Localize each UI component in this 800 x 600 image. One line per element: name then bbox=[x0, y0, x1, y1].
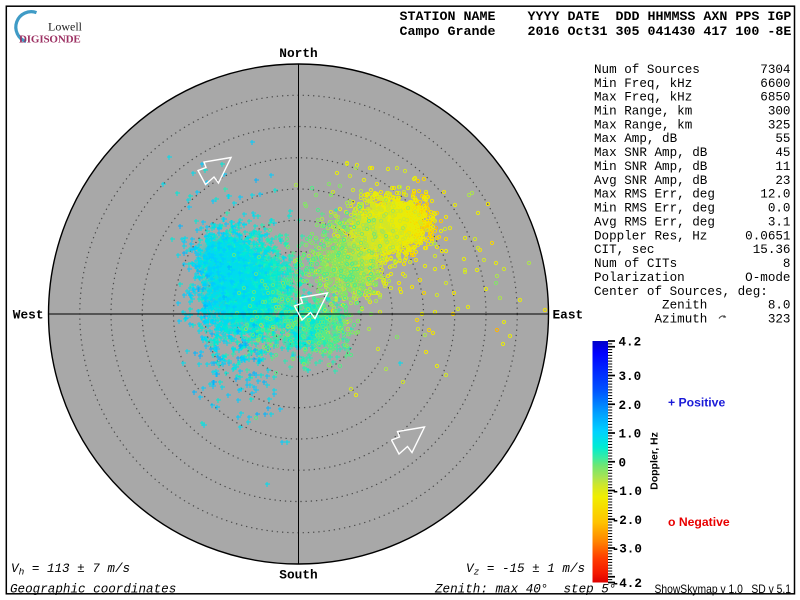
svg-text:Geographic coordinates: Geographic coordinates bbox=[10, 583, 176, 597]
svg-text:Max Range, km 325: Max Range, km 325 bbox=[594, 118, 791, 132]
svg-text:-3.0: -3.0 bbox=[612, 543, 642, 557]
svg-text:Campo Grande 2016 Oct31 305: Campo Grande 2016 Oct31 305 041430 417 1… bbox=[400, 25, 792, 40]
svg-text:+ Positive: + Positive bbox=[668, 396, 725, 410]
svg-text:Zenith 8.0: Zenith 8.0 bbox=[594, 299, 791, 313]
svg-text:Max Freq, kHz 6850: Max Freq, kHz 6850 bbox=[594, 91, 791, 105]
svg-text:Avg SNR Amp, dB 23: Avg SNR Amp, dB 23 bbox=[594, 174, 791, 188]
svg-text:0: 0 bbox=[619, 456, 627, 470]
svg-text:-1.0: -1.0 bbox=[612, 485, 642, 499]
svg-text:CIT, sec 15.36: CIT, sec 15.36 bbox=[594, 243, 791, 257]
svg-text:Num of CITs 8: Num of CITs 8 bbox=[594, 257, 791, 271]
svg-text:Zenith: max 40° step 5°: Zenith: max 40° step 5° bbox=[434, 583, 616, 597]
svg-text:3.0: 3.0 bbox=[619, 370, 642, 384]
svg-text:Center of Sources, deg:: Center of Sources, deg: bbox=[594, 285, 768, 299]
svg-text:1.0: 1.0 bbox=[619, 428, 642, 442]
svg-text:Max RMS Err, deg 12.0: Max RMS Err, deg 12.0 bbox=[594, 188, 791, 202]
svg-text:4.2: 4.2 bbox=[619, 336, 642, 350]
svg-text:-2.0: -2.0 bbox=[612, 514, 642, 528]
svg-text:Max Amp, dB 55: Max Amp, dB 55 bbox=[594, 132, 791, 146]
svg-text:Min Range, km 300: Min Range, km 300 bbox=[594, 105, 791, 119]
svg-text:East: East bbox=[553, 308, 584, 323]
svg-text:2.0: 2.0 bbox=[619, 399, 642, 413]
svg-text:Doppler Res, Hz 0.0651: Doppler Res, Hz 0.0651 bbox=[594, 229, 791, 243]
svg-text:DIGISONDE: DIGISONDE bbox=[19, 34, 81, 46]
svg-text:North: North bbox=[279, 46, 317, 61]
svg-text:Lowell: Lowell bbox=[48, 20, 83, 34]
svg-text:Vh = 113 ± 7 m/s: Vh = 113 ± 7 m/s bbox=[11, 562, 130, 578]
svg-text:Polarization O-mode: Polarization O-mode bbox=[594, 271, 791, 285]
svg-text:West: West bbox=[13, 308, 44, 323]
svg-text:Vz = -15 ± 1 m/s: Vz = -15 ± 1 m/s bbox=[466, 562, 585, 578]
svg-text:Min RMS Err, deg 0.0: Min RMS Err, deg 0.0 bbox=[594, 202, 791, 216]
svg-text:o Negative: o Negative bbox=[668, 515, 730, 529]
svg-text:Doppler, Hz: Doppler, Hz bbox=[649, 432, 661, 490]
svg-text:STATION NAME YYYY DATE DDD: STATION NAME YYYY DATE DDD HHMMSS AXN PP… bbox=[400, 10, 792, 25]
svg-text:Azimuth 323: Azimuth 323 bbox=[594, 313, 791, 327]
svg-text:Num of Sources 7304: Num of Sources 7304 bbox=[594, 63, 791, 77]
svg-text:Avg RMS Err, deg 3.1: Avg RMS Err, deg 3.1 bbox=[594, 216, 791, 230]
svg-text:Min Freq, kHz 6600: Min Freq, kHz 6600 bbox=[594, 77, 791, 91]
svg-text:ShowSkymap v 1.0 SD v 5.1: ShowSkymap v 1.0 SD v 5.1 bbox=[655, 582, 792, 596]
svg-text:-4.2: -4.2 bbox=[612, 577, 642, 591]
svg-text:South: South bbox=[279, 568, 317, 583]
svg-text:Min SNR Amp, dB 11: Min SNR Amp, dB 11 bbox=[594, 160, 791, 174]
svg-text:Max SNR Amp, dB 45: Max SNR Amp, dB 45 bbox=[594, 146, 791, 160]
